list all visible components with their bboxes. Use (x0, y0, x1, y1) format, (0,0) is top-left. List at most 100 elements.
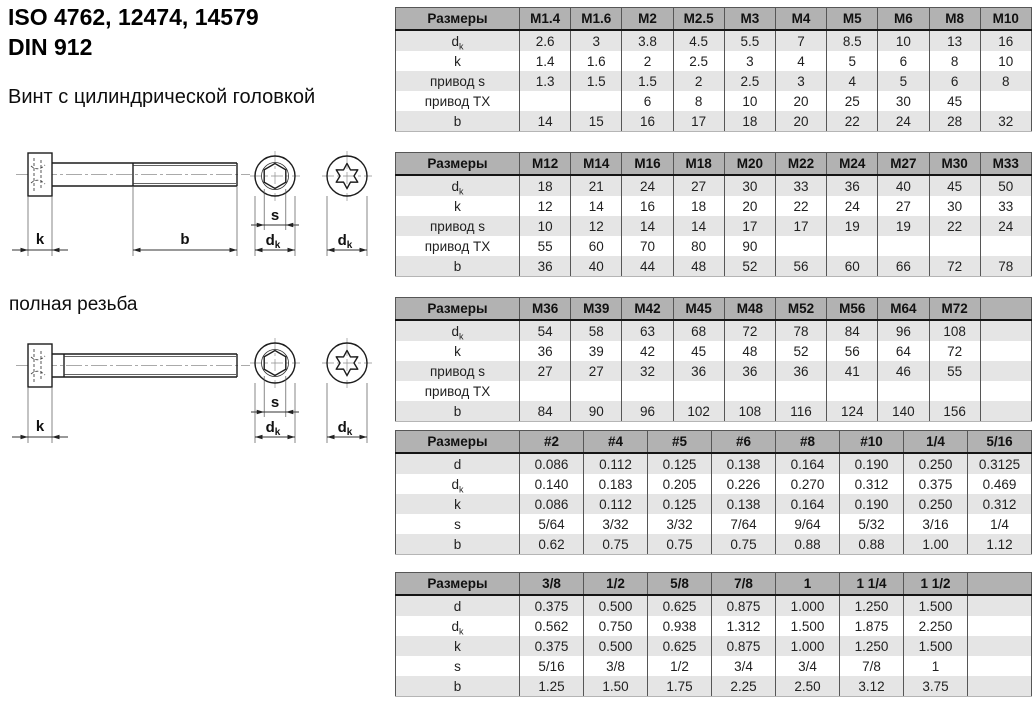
row-label: b (395, 676, 520, 697)
row-label: d (395, 595, 520, 616)
column-header (979, 297, 1032, 321)
torx-socket-shape (335, 349, 359, 377)
value-cell: 56 (826, 341, 879, 361)
value-cell: 55 (518, 236, 572, 256)
value-cell (774, 236, 828, 256)
value-cell: 116 (774, 401, 828, 422)
table-row: b 14 15 16 17 18 20 22 24 28 32 (395, 111, 1032, 132)
full-thread-label: полная резьба (9, 294, 138, 315)
value-cell (979, 341, 1032, 361)
value-cell: 0.125 (647, 453, 712, 474)
value-cell: 0.88 (839, 534, 904, 555)
value-cell: 36 (723, 361, 776, 381)
column-header: M39 (570, 297, 623, 321)
value-cell: 1/2 (647, 656, 712, 676)
dimension-b: b (132, 186, 238, 256)
value-cell: 24 (826, 196, 879, 216)
table-row: dk 2.6 3 3.8 4.5 5.5 7 8.5 10 13 16 (395, 30, 1032, 51)
value-cell: 45 (672, 341, 725, 361)
value-cell: 27 (518, 361, 572, 381)
corner-header: Размеры (395, 572, 520, 596)
row-label: k (395, 51, 520, 71)
row-label: dk (395, 30, 520, 51)
value-cell: 1.75 (647, 676, 712, 697)
value-cell (967, 595, 1032, 616)
value-cell: 30 (928, 196, 981, 216)
column-header: M48 (723, 297, 776, 321)
row-label: k (395, 494, 520, 514)
dim-label-k: k (36, 231, 45, 248)
value-cell: 33 (774, 175, 828, 196)
table-row: привод TX 6 8 10 20 25 30 45 (395, 91, 1032, 111)
value-cell: 0.875 (711, 636, 776, 656)
value-cell (928, 236, 981, 256)
value-cell: 44 (621, 256, 674, 277)
value-cell: 0.190 (839, 494, 904, 514)
value-cell: 32 (979, 111, 1032, 132)
value-cell: 18 (672, 196, 725, 216)
value-cell: 3 (723, 51, 776, 71)
column-header: 5/16 (967, 430, 1032, 454)
value-cell: 60 (570, 236, 623, 256)
table-row: привод s 27 27 32 36 36 36 41 46 55 (395, 361, 1032, 381)
table-row: k 12 14 16 18 20 22 24 27 30 33 (395, 196, 1032, 216)
table-row: dk 54 58 63 68 72 78 84 96 108 (395, 320, 1032, 341)
value-cell: 30 (723, 175, 776, 196)
value-cell: 8 (928, 51, 981, 71)
value-cell: 3.12 (839, 676, 904, 697)
column-header: M64 (877, 297, 930, 321)
value-cell: 30 (877, 91, 930, 111)
value-cell: 7/8 (839, 656, 904, 676)
value-cell (979, 320, 1032, 341)
value-cell (672, 381, 725, 401)
value-cell: 20 (723, 196, 776, 216)
column-header: M10 (979, 7, 1032, 31)
value-cell: 3.75 (903, 676, 968, 697)
dim-label-dk: dk (266, 232, 281, 251)
value-cell: 1.250 (839, 595, 904, 616)
value-cell: 5 (826, 51, 879, 71)
value-cell: 18 (518, 175, 572, 196)
value-cell: 1.25 (519, 676, 584, 697)
spec-table: Размеры M36 M39 M42 M45 M48 M52 M56 M64 M72 dk 54 58… (395, 297, 1032, 422)
column-header: M18 (672, 152, 725, 176)
value-cell: 2.5 (672, 51, 725, 71)
hex-socket-end-view: s dk (250, 151, 300, 256)
value-cell: 54 (518, 320, 572, 341)
column-header: M4 (774, 7, 828, 31)
dimension-k: k (12, 196, 68, 256)
value-cell: 42 (621, 341, 674, 361)
table-row: b 1.25 1.50 1.75 2.25 2.50 3.12 3.75 (395, 676, 1032, 697)
table-row: dk 18 21 24 27 30 33 36 40 45 50 (395, 175, 1032, 196)
value-cell: 0.75 (647, 534, 712, 555)
value-cell: 0.125 (647, 494, 712, 514)
value-cell: 52 (774, 341, 828, 361)
value-cell: 66 (877, 256, 930, 277)
value-cell: 0.500 (583, 595, 648, 616)
value-cell: 2.5 (723, 71, 776, 91)
value-cell: 12 (518, 196, 572, 216)
value-cell: 3/32 (647, 514, 712, 534)
socket-hidden-lines (30, 158, 46, 191)
value-cell: 60 (826, 256, 879, 277)
value-cell: 0.62 (519, 534, 584, 555)
value-cell: 8.5 (826, 30, 879, 51)
row-label: k (395, 196, 520, 216)
value-cell: 0.375 (519, 595, 584, 616)
value-cell: 17 (672, 111, 725, 132)
column-header: M2.5 (672, 7, 725, 31)
value-cell: 3/8 (583, 656, 648, 676)
column-header: M1.4 (518, 7, 572, 31)
value-cell: 0.562 (519, 616, 584, 636)
column-header: #4 (583, 430, 648, 454)
value-cell: 27 (570, 361, 623, 381)
value-cell: 36 (672, 361, 725, 381)
value-cell: 56 (774, 256, 828, 277)
dim-label-dk: dk (338, 419, 353, 438)
column-header: M14 (570, 152, 623, 176)
row-label: s (395, 656, 520, 676)
value-cell: 46 (877, 361, 930, 381)
column-header: M1.6 (570, 7, 623, 31)
column-header: M6 (877, 7, 930, 31)
value-cell: 0.312 (839, 474, 904, 494)
